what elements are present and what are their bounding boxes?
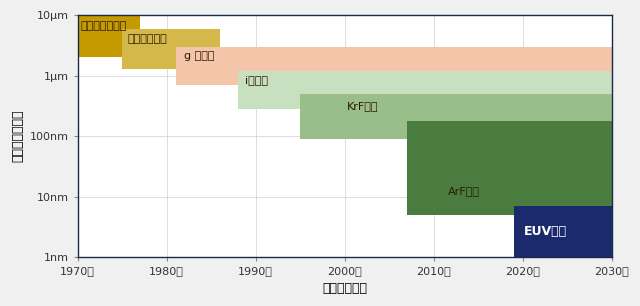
Bar xyxy=(300,94,611,139)
Bar xyxy=(175,47,611,85)
Bar xyxy=(77,15,140,58)
Bar xyxy=(122,28,220,69)
Text: ArF露光: ArF露光 xyxy=(448,186,480,196)
Y-axis label: パターンサイズ: パターンサイズ xyxy=(11,110,24,162)
Text: 等倍投影露光: 等倍投影露光 xyxy=(127,34,167,43)
X-axis label: 量産投入時期: 量産投入時期 xyxy=(322,282,367,295)
Bar xyxy=(514,206,611,257)
Text: g 線露光: g 線露光 xyxy=(184,51,215,61)
Bar xyxy=(407,121,611,215)
Bar xyxy=(238,71,611,109)
Text: i線露光: i線露光 xyxy=(245,76,268,85)
Text: KrF露光: KrF露光 xyxy=(347,102,378,111)
Text: コンタクト露光: コンタクト露光 xyxy=(81,21,127,31)
Text: EUV露光: EUV露光 xyxy=(524,225,566,238)
